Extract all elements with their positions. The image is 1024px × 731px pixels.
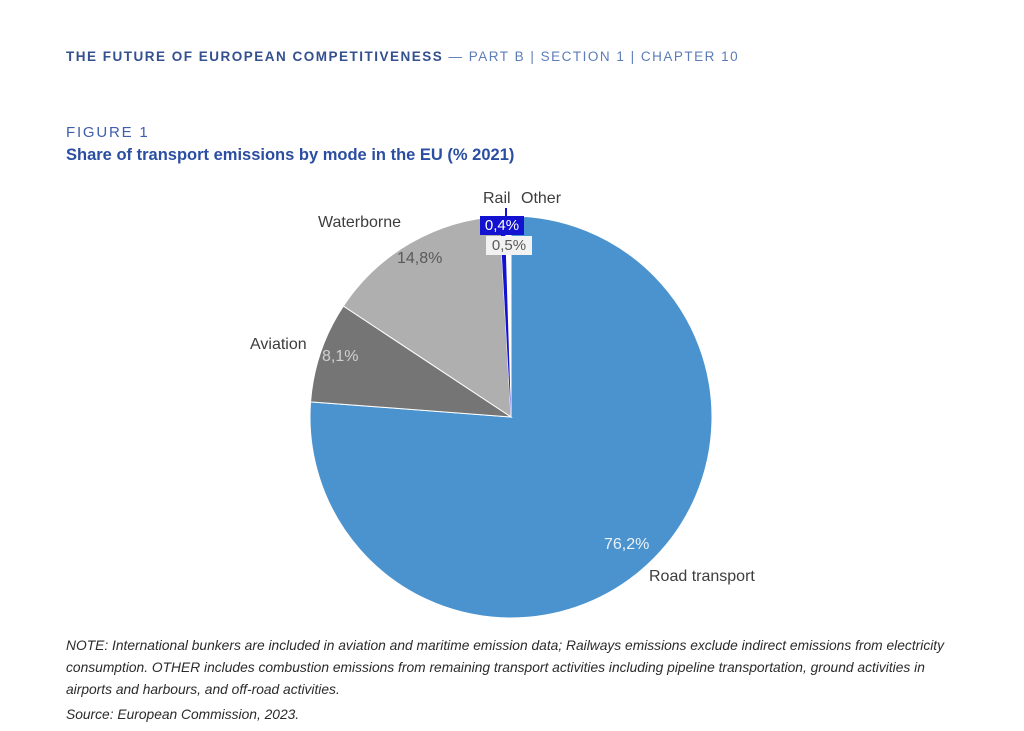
- pie-label-aviation: Aviation: [250, 336, 307, 353]
- pie-slice-other: [504, 216, 511, 417]
- pie-value-road-transport: 76,2%: [604, 536, 650, 553]
- pie-label-rail: Rail: [483, 190, 511, 207]
- figure-label: FIGURE 1: [66, 124, 150, 141]
- pie-slice-aviation: [310, 305, 513, 418]
- pie-value-rail: 0,4%: [480, 216, 524, 235]
- pie-value-other: 0,5%: [486, 236, 532, 255]
- pie-value-aviation: 8,1%: [322, 348, 359, 365]
- figure-title: Share of transport emissions by mode in …: [66, 146, 515, 164]
- pie-value-waterborne: 14,8%: [397, 250, 443, 267]
- pie-label-other: Other: [521, 190, 562, 207]
- running-header: THE FUTURE OF EUROPEAN COMPETITIVENESS —…: [66, 49, 739, 64]
- figure-note: NOTE: International bunkers are included…: [66, 638, 945, 697]
- figure-source: Source: European Commission, 2023.: [66, 707, 300, 722]
- pie-label-waterborne: Waterborne: [318, 214, 401, 231]
- running-header-section: — PART B | SECTION 1 | CHAPTER 10: [448, 49, 740, 64]
- running-header-title: THE FUTURE OF EUROPEAN COMPETITIVENESS: [66, 49, 444, 64]
- pie-label-road-transport: Road transport: [649, 568, 755, 585]
- pie-slice-rail: [499, 216, 511, 417]
